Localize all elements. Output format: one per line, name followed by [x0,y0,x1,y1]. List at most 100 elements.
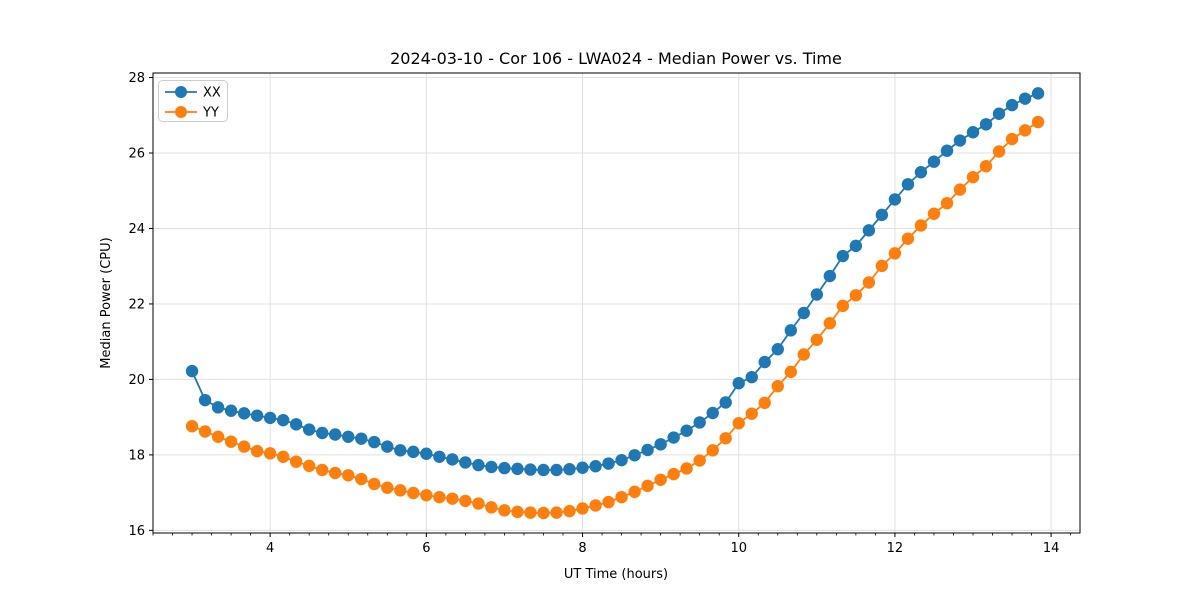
data-point-yy [875,259,889,273]
data-point-yy [498,504,511,517]
data-series [185,87,1045,520]
data-point-yy [693,454,706,467]
data-point-yy [433,490,446,504]
data-point-yy [667,467,680,481]
y-tick-label: 20 [128,373,145,388]
data-point-yy [992,145,1006,158]
axis-ticks [149,77,1072,537]
y-tick-label: 26 [128,147,145,162]
data-point-yy [797,348,810,361]
data-point-xx [693,416,706,429]
data-point-yy [446,492,459,505]
data-point-yy [485,501,498,514]
data-point-yy [758,396,771,410]
data-point-xx [224,404,238,417]
data-point-yy [1018,124,1032,137]
data-point-xx [1005,98,1019,112]
axes-spines [152,72,1081,534]
data-point-xx [615,453,628,467]
data-point-xx [316,426,329,440]
data-point-xx [914,166,928,179]
legend-marker-xx [175,86,187,98]
data-point-yy [355,472,368,486]
y-tick-label: 24 [128,222,145,237]
y-tick-label: 22 [128,297,145,312]
data-point-yy [771,380,784,393]
y-tick-label: 28 [128,71,145,86]
data-point-xx [485,460,498,474]
data-point-yy [459,494,472,508]
data-point-xx [862,224,876,237]
data-point-xx [888,193,902,206]
data-point-xx [550,463,563,477]
data-point-xx [185,364,199,378]
data-point-xx [628,449,641,462]
data-point-yy [368,477,381,491]
x-axis-label: UT Time (hours) [564,567,668,582]
data-point-yy [901,232,915,245]
data-point-yy [224,435,238,448]
data-point-yy [511,505,524,519]
data-point-xx [745,370,758,384]
data-point-yy [979,160,993,173]
data-point-xx [433,450,446,463]
data-point-yy [745,407,758,420]
data-point-yy [615,490,628,504]
data-point-yy [823,316,837,330]
data-point-xx [771,343,784,356]
legend-entry-xx: XX [165,86,221,101]
data-point-yy [537,506,550,520]
data-point-xx [992,107,1006,120]
data-point-xx [706,406,719,420]
data-point-yy [394,484,407,497]
x-tick-label: 10 [730,541,747,556]
data-point-yy [849,289,863,302]
data-point-xx [641,443,654,457]
x-tick-label: 8 [578,541,586,556]
data-point-yy [641,479,654,493]
data-point-yy [732,416,745,430]
data-point-xx [940,144,954,157]
data-point-yy [628,485,641,499]
data-point-yy [602,495,615,509]
data-point-yy [198,425,212,438]
data-point-yy [953,183,967,196]
data-point-yy [302,459,316,473]
data-point-yy [914,219,928,232]
data-point-yy [862,276,876,289]
data-point-yy [381,481,394,494]
data-point-xx [589,460,602,473]
y-tick-label: 18 [128,448,145,463]
data-point-yy [407,486,420,500]
data-point-yy [316,463,329,477]
data-point-yy [654,473,667,486]
data-point-xx [732,376,745,390]
data-point-yy [719,432,732,445]
data-point-xx [302,423,316,436]
series-xx [185,87,1045,477]
y-axis-label: Median Power (CPU) [99,237,114,368]
data-point-xx [381,440,394,453]
data-point-yy [576,502,589,515]
data-point-xx [576,461,589,474]
data-point-xx [654,438,667,451]
series-yy [185,115,1045,520]
data-point-xx [289,418,303,431]
data-point-xx [498,461,511,475]
data-point-xx [901,178,915,191]
data-point-yy [680,462,693,475]
legend-label-xx: XX [203,86,221,101]
data-point-xx [368,435,381,449]
data-point-xx [459,456,472,469]
data-point-xx [237,407,251,420]
legend-marker-yy [175,106,187,118]
data-point-xx [355,432,368,445]
data-point-yy [940,196,954,210]
data-point-yy [420,489,433,502]
data-point-xx [758,355,771,369]
data-point-yy [550,506,563,519]
data-point-xx [797,306,810,320]
legend-label-yy: YY [202,106,219,121]
